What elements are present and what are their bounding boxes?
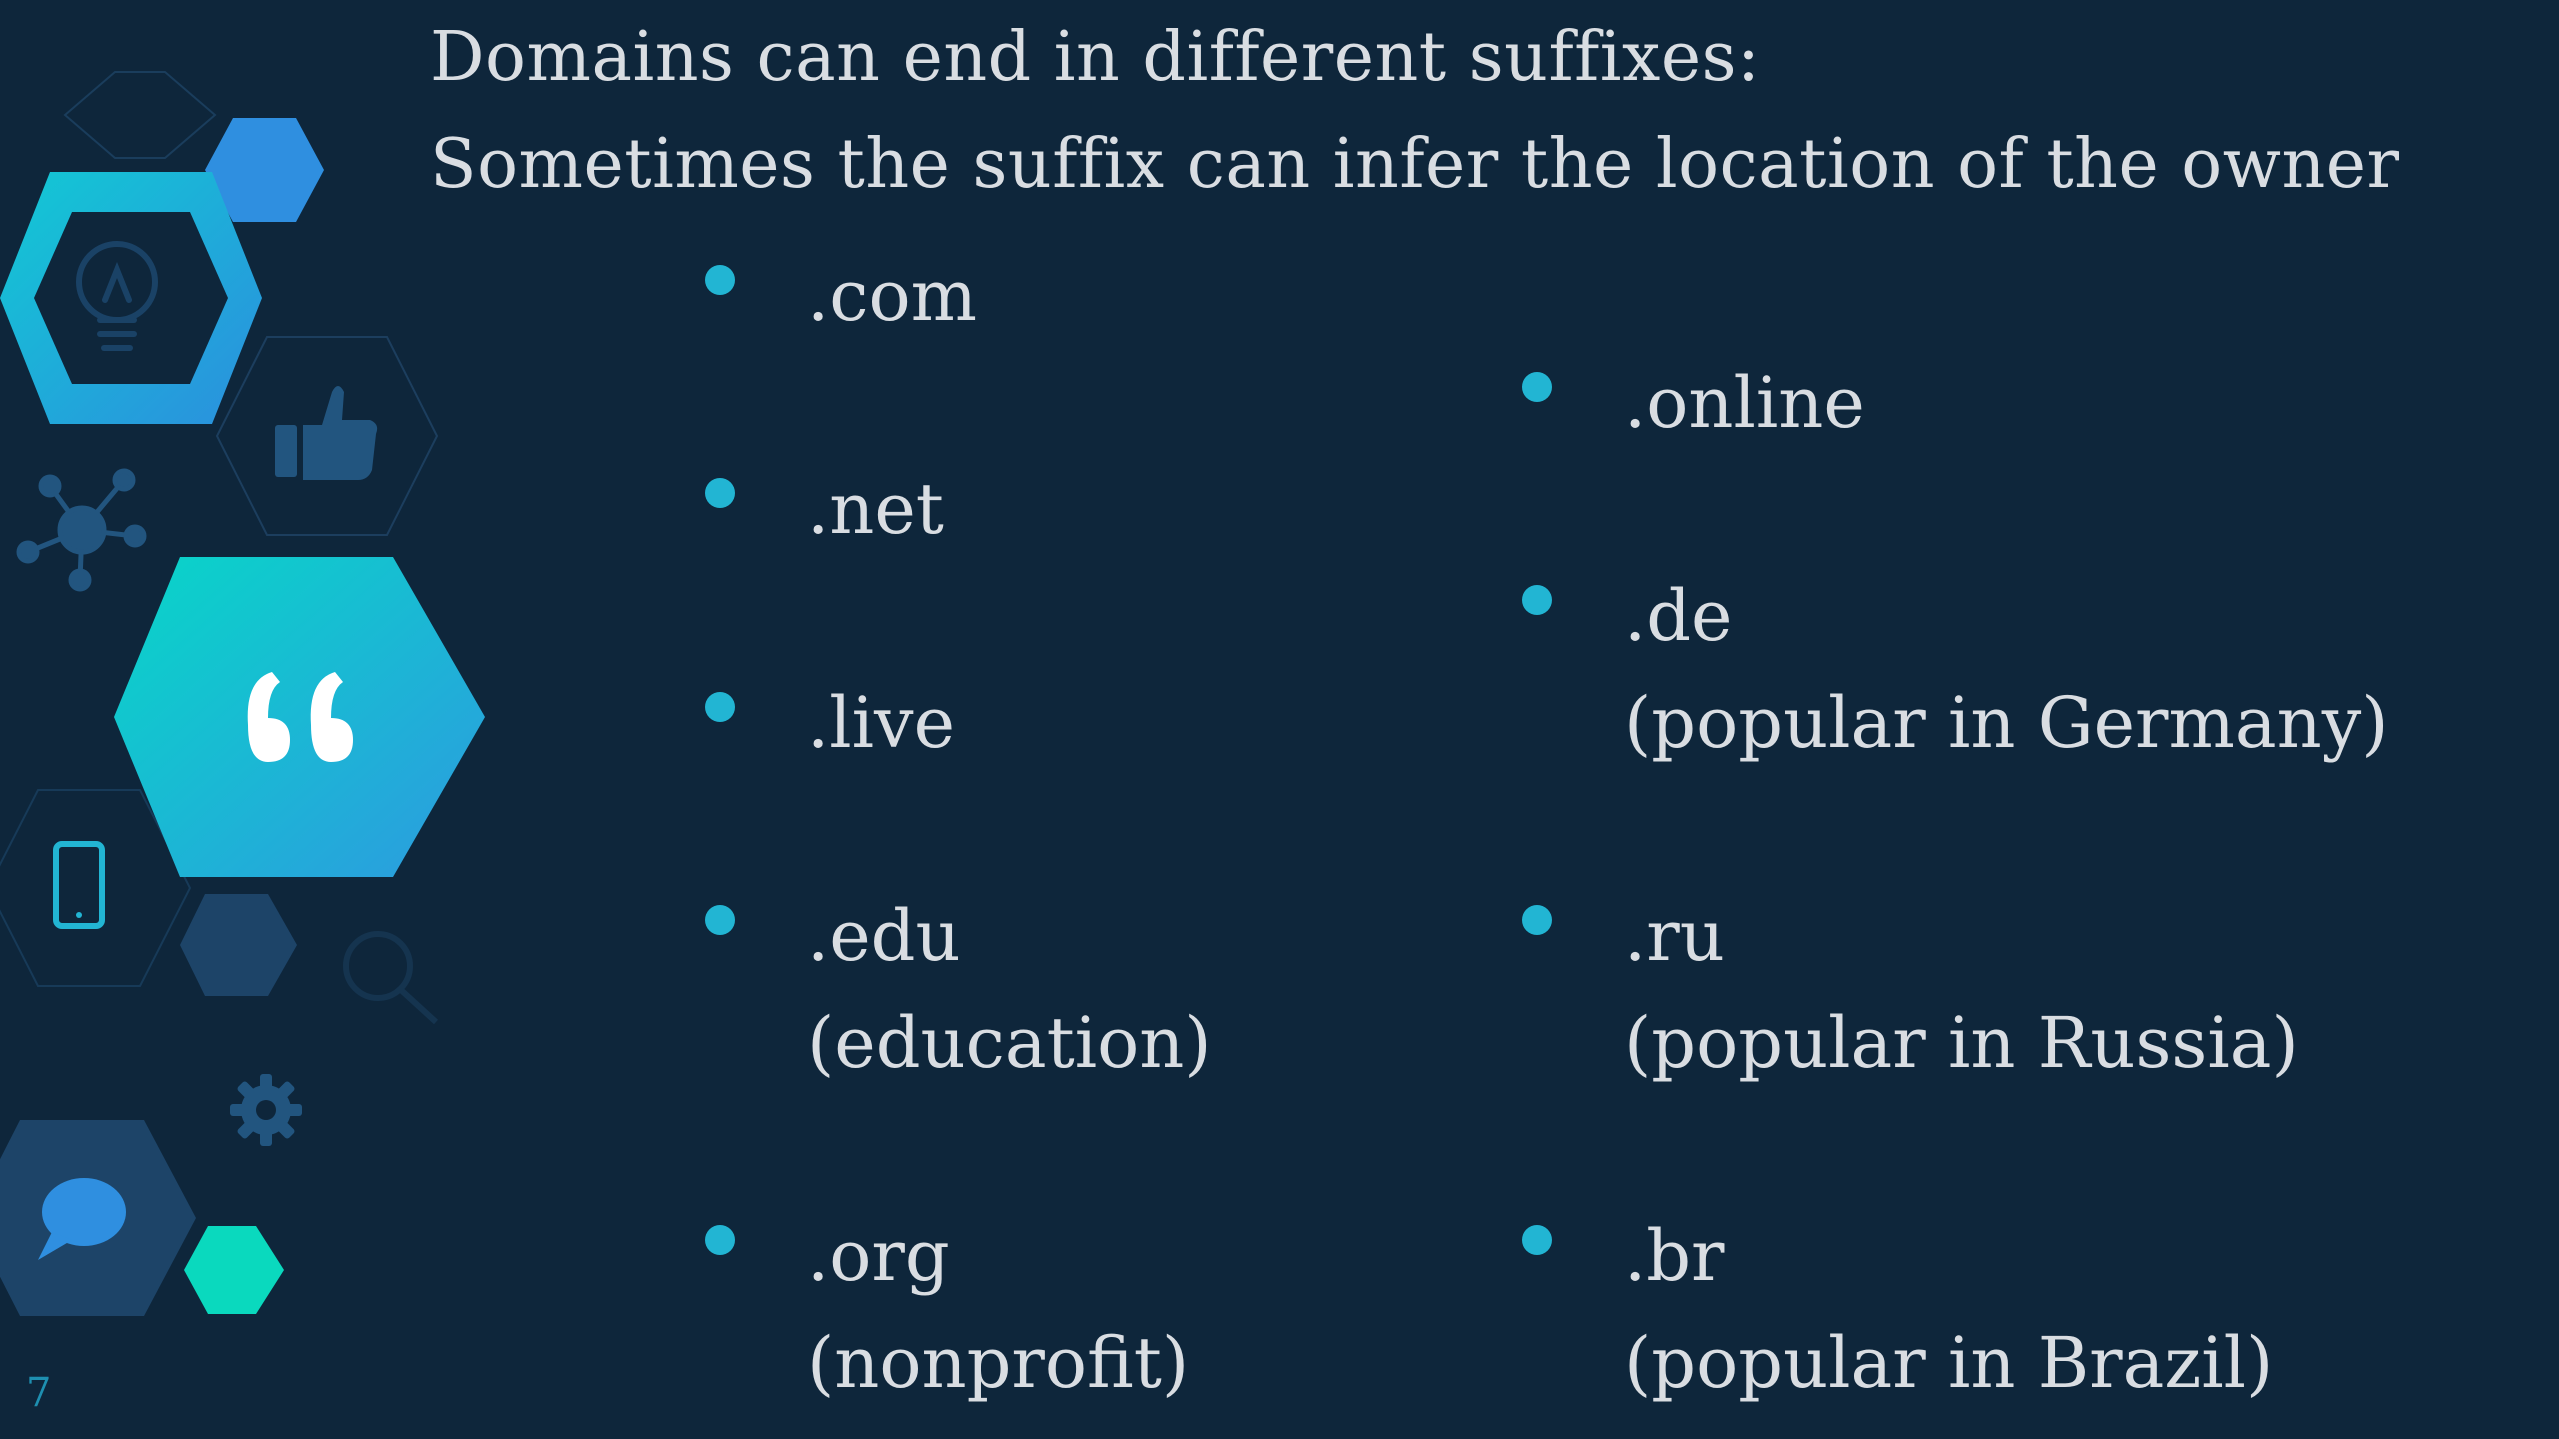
bullet-dot — [1522, 585, 1552, 615]
speech-bubble-icon — [38, 1178, 126, 1260]
suffix-label: .edu — [807, 895, 961, 977]
bullet-dot — [1522, 1225, 1552, 1255]
bullet-dot — [705, 1225, 735, 1255]
bullet-dot — [705, 692, 735, 722]
hexagon-decoration — [0, 71, 485, 1316]
suffix-label: .de — [1624, 575, 1733, 657]
suffix-label: .live — [807, 682, 955, 764]
gear-icon — [230, 1074, 302, 1146]
quote-icon — [247, 672, 353, 762]
blue-hexagon — [205, 118, 324, 222]
phone-hexagon — [0, 789, 192, 987]
title-line-1: Domains can end in different suffixes: — [430, 18, 1761, 97]
suffix-note: (popular in Russia) — [1624, 1002, 2299, 1084]
suffix-label: .org — [807, 1215, 950, 1297]
suffix-note: (nonprofit) — [807, 1322, 1190, 1404]
outline-hexagon — [63, 71, 217, 159]
title-line-2: Sometimes the suffix can infer the locat… — [430, 125, 2400, 204]
bullet-dot — [705, 265, 735, 295]
thumbs-up-icon — [275, 386, 378, 480]
bullet-dot — [705, 905, 735, 935]
suffix-note: (education) — [807, 1002, 1212, 1084]
lightbulb-icon — [76, 241, 158, 351]
bullet-dot — [1522, 372, 1552, 402]
suffix-label: .ru — [1624, 895, 1725, 977]
thumbs-hexagon — [215, 336, 439, 536]
suffix-note: (popular in Germany) — [1624, 682, 2389, 764]
dark-hexagon — [180, 894, 297, 996]
network-icon — [16, 468, 147, 592]
suffix-label: .com — [807, 255, 977, 337]
suffix-label: .online — [1624, 362, 1865, 444]
suffix-label: .net — [807, 468, 944, 550]
bullet-dot — [1522, 905, 1552, 935]
suffix-label: .br — [1624, 1215, 1725, 1297]
quote-hexagon — [114, 557, 485, 877]
bullet-dot — [705, 478, 735, 508]
magnifier-icon — [343, 931, 439, 1025]
suffix-note: (popular in Brazil) — [1624, 1322, 2274, 1404]
teal-hexagon — [184, 1226, 284, 1314]
page-number: 7 — [26, 1370, 52, 1416]
smartphone-icon — [53, 841, 105, 929]
